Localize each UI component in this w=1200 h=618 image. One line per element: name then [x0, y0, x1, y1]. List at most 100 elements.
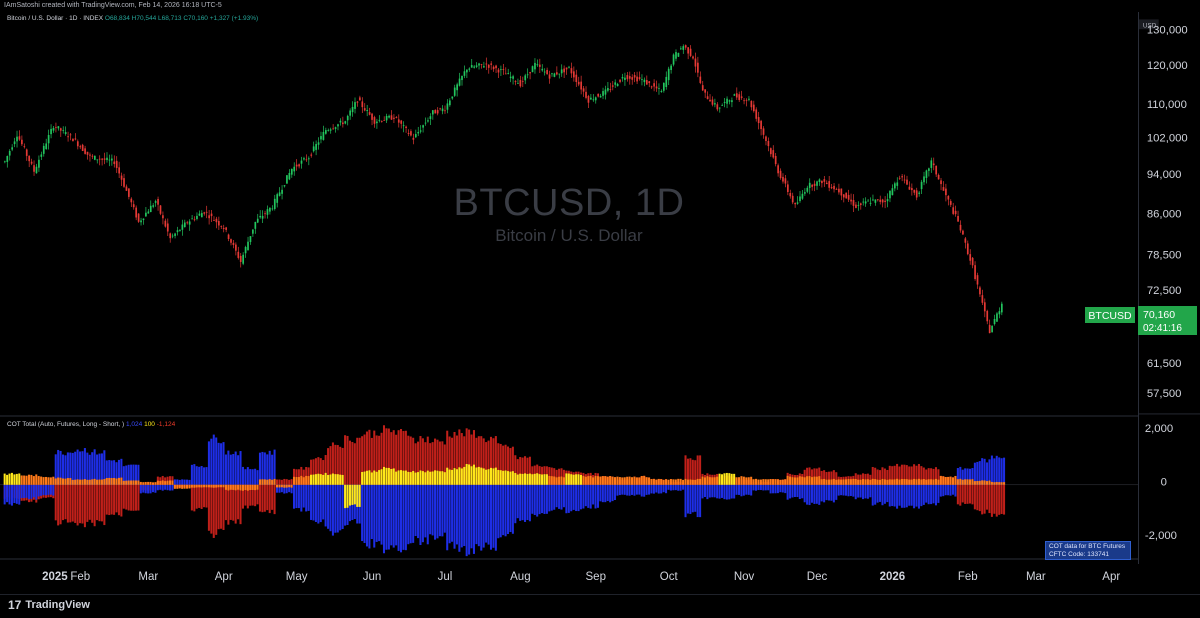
price-scale[interactable]: USD 130,000120,000110,000102,00094,00086…: [1138, 12, 1200, 564]
candle-body: [186, 222, 189, 224]
cot-bar-blue: [526, 484, 529, 521]
cot-bar-net: [480, 467, 483, 485]
cot-bar-blue: [1000, 458, 1003, 485]
cot-bar-red: [421, 438, 424, 485]
cot-bar-net: [548, 475, 551, 485]
candle-body: [402, 125, 405, 127]
candle-body: [779, 170, 782, 179]
cot-bar-blue: [44, 484, 48, 496]
cot-bar-red: [524, 456, 527, 485]
cot-bar-net: [334, 474, 337, 485]
cot-tick-label: 2,000: [1145, 423, 1173, 435]
cot-bar-blue: [390, 484, 393, 546]
cot-bar-blue: [521, 484, 524, 521]
cot-bar-blue: [156, 484, 159, 491]
cot-bar-red: [526, 457, 529, 485]
cot-bar-blue: [134, 464, 137, 485]
cot-bar-blue: [485, 484, 488, 543]
cot-bar-net: [117, 477, 120, 485]
cot-bar-blue: [186, 479, 189, 485]
cot-bar-net: [344, 484, 347, 509]
cot-bar-blue: [611, 484, 614, 502]
cot-bar-net: [125, 480, 128, 485]
cot-bar-blue: [648, 484, 651, 495]
candle-body: [864, 201, 867, 204]
cot-bar-blue: [536, 484, 539, 517]
candle-body: [524, 75, 527, 81]
cot-bar-blue: [990, 455, 993, 485]
cot-bar-net: [686, 479, 689, 485]
candle-body: [969, 254, 972, 261]
candle-body: [210, 213, 213, 217]
candle-body: [660, 91, 663, 93]
cot-bar-net: [8, 473, 11, 485]
cot-bar-net: [115, 478, 118, 485]
cot-bar-net: [793, 477, 796, 485]
watermark-subtitle: Bitcoin / U.S. Dollar: [495, 226, 643, 245]
cot-bar-net: [930, 479, 933, 485]
candle-body: [11, 147, 14, 150]
cot-bar-net: [212, 484, 215, 488]
cot-bar-net: [978, 480, 981, 485]
cot-bar-blue: [915, 484, 918, 507]
cot-bar-net: [280, 484, 283, 488]
cot-bar-blue: [969, 468, 972, 485]
cot-bar-blue: [823, 484, 826, 503]
candle-body: [388, 115, 390, 118]
cot-bar-blue: [64, 455, 67, 485]
cot-bar-net: [599, 476, 602, 485]
cot-bar-blue: [541, 484, 544, 514]
cot-bar-red: [886, 469, 889, 485]
candle-body: [889, 190, 891, 199]
cot-bar-red: [966, 484, 969, 504]
cot-bar-net: [526, 473, 529, 485]
cot-bar-blue: [905, 484, 908, 508]
cot-bar-net: [791, 477, 794, 485]
cot-bar-blue: [40, 484, 43, 496]
cot-bar-red: [521, 457, 524, 485]
candle-body: [307, 158, 310, 160]
cot-bar-red: [278, 479, 281, 485]
time-axis[interactable]: 2025 Feb Mar Apr May Jun Jul Aug Sep Oct Nov Dec 202…: [0, 564, 1138, 594]
cot-bar-blue: [910, 484, 913, 506]
cot-bar-red: [132, 484, 135, 511]
cot-bar-blue: [519, 484, 522, 521]
cot-bar-blue: [584, 484, 587, 507]
candle-body: [47, 134, 50, 144]
candle-body: [721, 105, 724, 106]
cot-bar-net: [275, 484, 279, 488]
cot-bar-red: [908, 466, 911, 485]
cot-bar-red: [195, 484, 198, 509]
tradingview-brand[interactable]: 17 TradingView: [8, 598, 90, 612]
cot-bar-blue: [319, 484, 322, 523]
cot-bar-red: [205, 484, 208, 508]
candle-body: [986, 310, 989, 322]
cot-bar-blue: [956, 468, 959, 485]
candle-body: [692, 56, 694, 59]
cot-bar-blue: [499, 484, 502, 538]
price-tick-label: 61,500: [1147, 358, 1182, 370]
cot-bar-net: [130, 480, 133, 485]
candle-body: [638, 77, 641, 80]
cot-bar-net: [616, 476, 619, 485]
cot-bar-blue: [122, 466, 125, 485]
cot-bar-red: [190, 484, 193, 511]
cot-legend[interactable]: COT Total (Auto, Futures, Long - Short, …: [7, 421, 175, 428]
cot-bar-blue: [538, 484, 541, 515]
cot-bar-red: [825, 472, 828, 485]
time-tick-label: Feb: [70, 571, 90, 583]
cot-bar-red: [694, 460, 697, 485]
cot-bar-red: [373, 430, 376, 485]
cot-bar-blue: [903, 484, 906, 508]
cot-bar-blue: [847, 484, 850, 497]
candle-body: [273, 198, 276, 209]
cot-bar-net: [421, 471, 424, 485]
cot-bar-net: [657, 478, 660, 485]
cot-bar-blue: [635, 484, 638, 495]
price-chart[interactable]: [0, 12, 1138, 564]
candle-body: [30, 161, 33, 164]
cot-bar-blue: [533, 484, 536, 516]
cot-bar-blue: [198, 466, 201, 485]
candle-body: [16, 136, 18, 142]
